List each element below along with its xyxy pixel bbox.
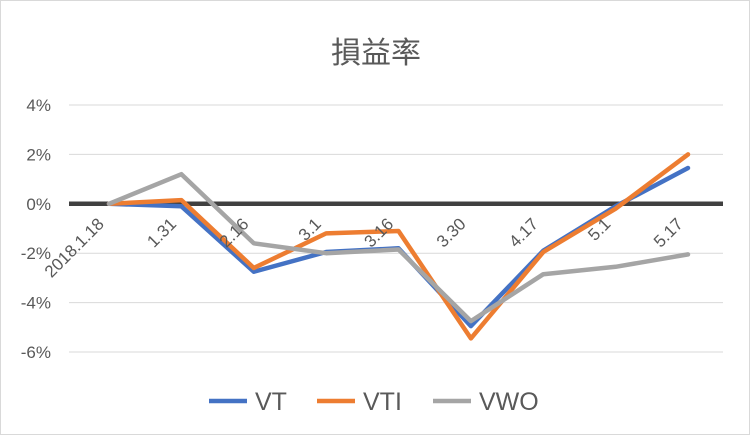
y-tick-label: 2% — [26, 145, 51, 164]
y-tick-label: -6% — [21, 343, 51, 362]
x-tick-label: 3.16 — [360, 214, 397, 251]
legend: VT VTI VWO — [209, 388, 539, 416]
series-line-vwo — [106, 171, 691, 324]
x-tick-label: 3.1 — [295, 214, 325, 244]
y-tick-label: 0% — [26, 195, 51, 214]
x-tick-label: 2.16 — [216, 214, 253, 251]
legend-label: VT — [255, 388, 287, 416]
x-tick-label: 4.17 — [505, 214, 542, 251]
legend-label: VTI — [363, 388, 402, 416]
x-tick-label: 5.17 — [650, 214, 687, 251]
gridlines — [69, 104, 723, 353]
y-tick-label: -4% — [21, 294, 51, 313]
x-tick-label: 5.1 — [584, 214, 614, 244]
series-lines — [106, 152, 691, 341]
y-tick-label: -2% — [21, 244, 51, 263]
chart-title: 損益率 — [331, 36, 421, 71]
series-line-vti — [106, 152, 691, 341]
y-tick-label: 4% — [26, 96, 51, 115]
y-axis-tick-labels: 4% 2% 0% -2% -4% -6% — [21, 96, 51, 362]
x-tick-label: 1.31 — [143, 214, 180, 251]
x-tick-label: 3.30 — [433, 214, 470, 251]
legend-label: VWO — [479, 388, 539, 416]
